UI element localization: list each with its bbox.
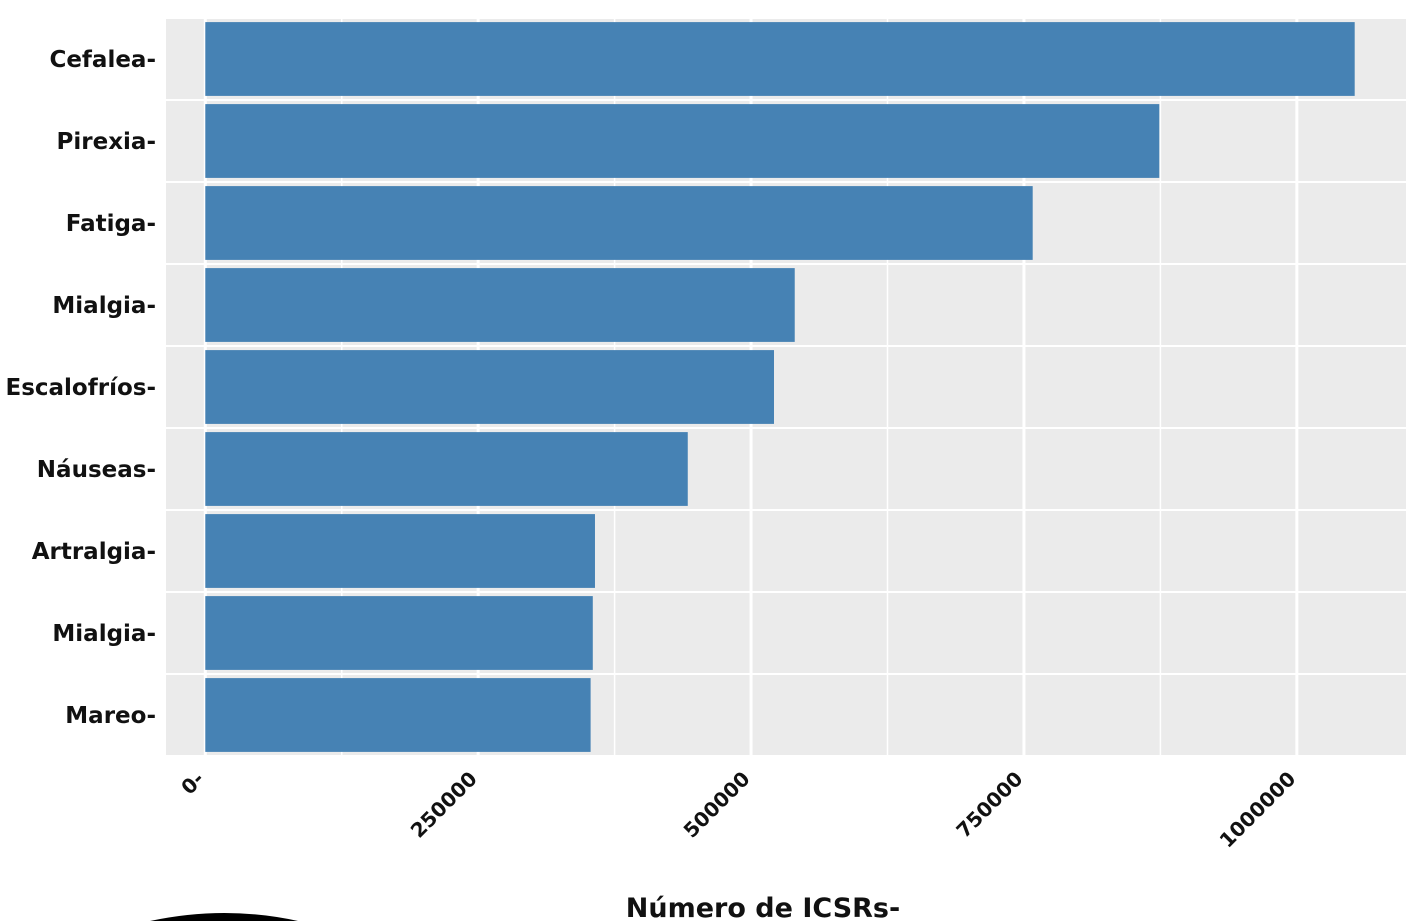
bar	[205, 186, 1033, 260]
y-tick-label: Fatiga-	[66, 211, 156, 237]
bars	[205, 22, 1355, 752]
y-tick-label: Artralgia-	[32, 539, 156, 565]
y-tick-label: Pirexia-	[57, 129, 156, 155]
bar	[205, 104, 1160, 178]
y-tick-label: Escalofríos-	[5, 375, 156, 401]
x-axis-label: Número de ICSRs-	[626, 893, 900, 921]
bar	[205, 432, 688, 506]
bar	[205, 678, 591, 752]
y-tick-label: Náuseas-	[37, 457, 156, 483]
x-tick-label: 500000	[679, 767, 755, 843]
bar	[205, 596, 593, 670]
bar	[205, 514, 595, 588]
y-tick-label: Mareo-	[65, 703, 156, 729]
x-tick-label: 750000	[951, 767, 1027, 843]
y-tick-label: Cefalea-	[49, 47, 156, 73]
y-tick-label: Mialgia-	[52, 293, 156, 319]
bar	[205, 350, 774, 424]
x-tick-labels: 0- 250000 500000 750000 1000000	[176, 767, 1300, 853]
x-tick-label: 1000000	[1215, 767, 1301, 853]
y-tick-label: Mialgia-	[52, 621, 156, 647]
y-tick-labels: Cefalea- Pirexia- Fatiga- Mialgia- Escalofrí…	[5, 47, 156, 729]
corner-decoration	[150, 913, 298, 921]
bar	[205, 268, 795, 342]
x-tick-label: 250000	[406, 767, 482, 843]
x-tick-label: 0-	[176, 767, 209, 800]
bar	[205, 22, 1355, 96]
